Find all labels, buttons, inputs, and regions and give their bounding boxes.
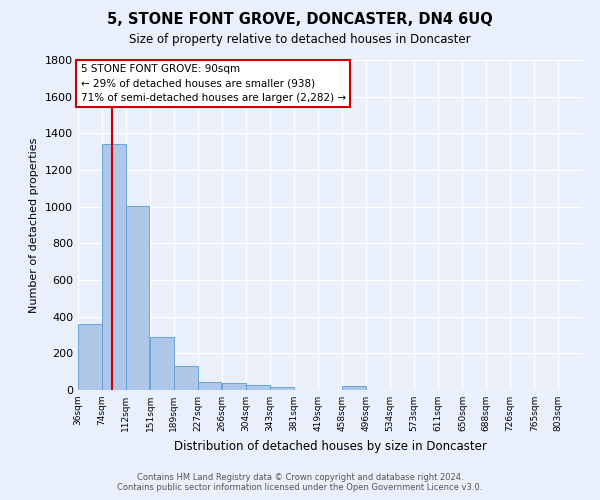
X-axis label: Distribution of detached houses by size in Doncaster: Distribution of detached houses by size …	[173, 440, 487, 452]
Bar	[125, 206, 149, 390]
Bar	[270, 386, 294, 390]
Bar	[222, 383, 246, 390]
Text: Size of property relative to detached houses in Doncaster: Size of property relative to detached ho…	[129, 32, 471, 46]
Text: Contains HM Land Registry data © Crown copyright and database right 2024.
Contai: Contains HM Land Registry data © Crown c…	[118, 473, 482, 492]
Bar	[174, 366, 197, 390]
Bar	[342, 386, 366, 390]
Bar	[102, 144, 125, 390]
Text: 5, STONE FONT GROVE, DONCASTER, DN4 6UQ: 5, STONE FONT GROVE, DONCASTER, DN4 6UQ	[107, 12, 493, 28]
Y-axis label: Number of detached properties: Number of detached properties	[29, 138, 40, 312]
Bar	[246, 386, 269, 390]
Bar	[197, 382, 221, 390]
Bar	[150, 337, 174, 390]
Text: 5 STONE FONT GROVE: 90sqm
← 29% of detached houses are smaller (938)
71% of semi: 5 STONE FONT GROVE: 90sqm ← 29% of detac…	[80, 64, 346, 104]
Bar	[78, 324, 102, 390]
